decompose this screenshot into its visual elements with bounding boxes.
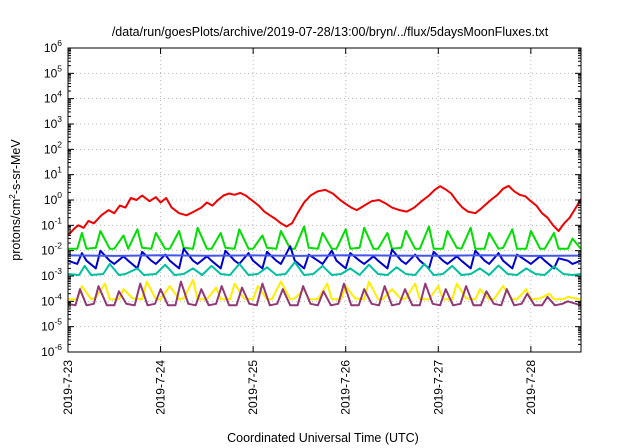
y-tick-label: 100 xyxy=(44,190,62,207)
y-tick-label: 106 xyxy=(44,38,62,55)
x-tick-label: 2019-7-25 xyxy=(246,360,260,415)
y-tick-label: 101 xyxy=(44,165,62,182)
y-tick-label: 105 xyxy=(44,63,62,80)
series-line-0 xyxy=(67,184,582,237)
series-line-4 xyxy=(67,261,581,276)
y-tick-label: 104 xyxy=(44,89,62,106)
x-tick-label: 2019-7-28 xyxy=(524,360,538,415)
y-axis-label: protons/cm2-s-sr-MeV xyxy=(7,139,23,261)
series-line-2 xyxy=(67,245,582,270)
y-axis-ticks: 10-6 10-5 10-4 10-3 10-2 10-1 100 101 102 103 104 1… xyxy=(41,38,581,359)
y-tick-label: 10-1 xyxy=(41,215,62,232)
y-tick-label: 10-6 xyxy=(41,342,62,359)
y-tick-label: 102 xyxy=(44,139,62,156)
x-axis-label: Coordinated Universal Time (UTC) xyxy=(227,431,419,445)
x-tick-label: 2019-7-24 xyxy=(154,360,168,415)
x-tick-label: 2019-7-27 xyxy=(431,360,445,415)
x-tick-label: 2019-7-23 xyxy=(61,360,75,415)
x-tick-label: 2019-7-26 xyxy=(339,360,353,415)
y-tick-label: 10-2 xyxy=(41,241,62,258)
y-tick-label: 10-5 xyxy=(41,317,62,334)
series-line-1 xyxy=(68,225,582,250)
x-axis-ticks: 2019-7-23 2019-7-24 2019-7-25 2019-7-26 2019… xyxy=(61,48,538,415)
chart-title: /data/run/goesPlots/archive/2019-07-28/1… xyxy=(112,25,549,39)
series-group xyxy=(67,184,582,307)
y-tick-label: 10-4 xyxy=(41,291,62,308)
grid-lines xyxy=(68,48,581,352)
series-line-3 xyxy=(67,254,581,257)
series-line-6 xyxy=(67,280,582,307)
y-tick-label: 103 xyxy=(44,114,62,131)
y-tick-label: 10-3 xyxy=(41,266,62,283)
